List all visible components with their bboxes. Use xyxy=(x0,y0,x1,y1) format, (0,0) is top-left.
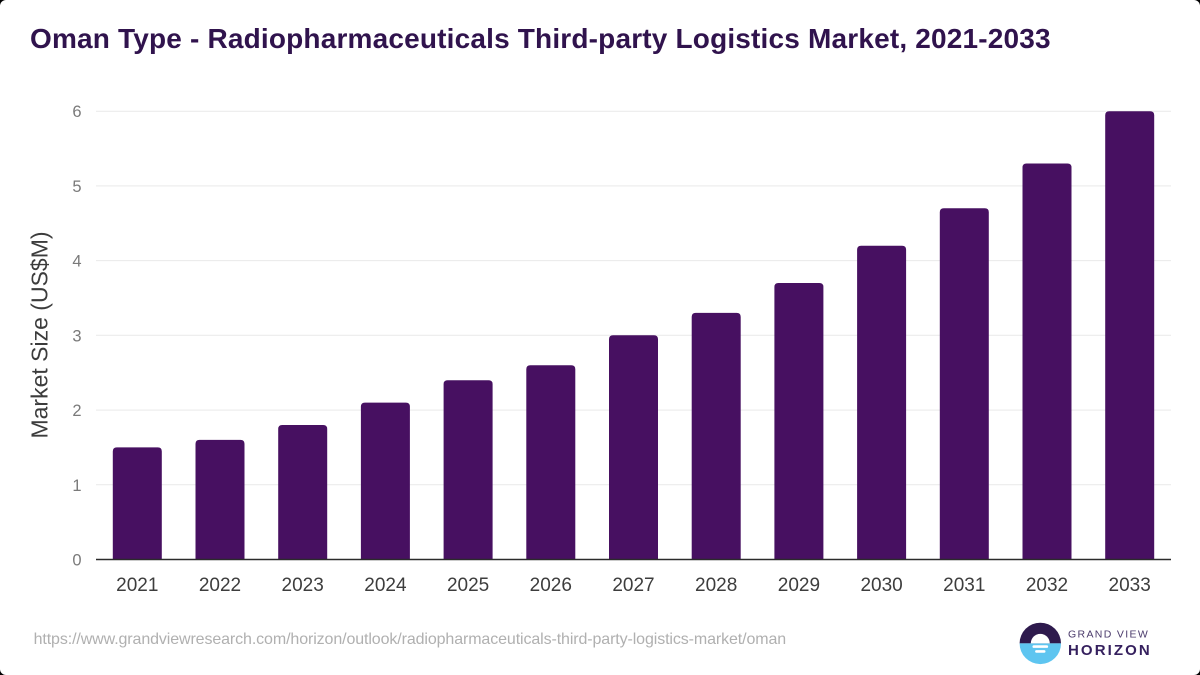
svg-text:HORIZON: HORIZON xyxy=(1068,642,1152,659)
svg-text:2032: 2032 xyxy=(1026,575,1068,596)
svg-text:2027: 2027 xyxy=(612,575,654,596)
svg-text:Market Size (US$M): Market Size (US$M) xyxy=(27,231,53,438)
svg-text:0: 0 xyxy=(72,552,81,570)
svg-text:2028: 2028 xyxy=(695,575,737,596)
svg-text:2026: 2026 xyxy=(530,575,572,596)
svg-text:1: 1 xyxy=(72,477,81,495)
svg-text:4: 4 xyxy=(72,253,81,271)
svg-text:2030: 2030 xyxy=(860,575,902,596)
svg-text:Oman Type - Radiopharmaceutica: Oman Type - Radiopharmaceuticals Third-p… xyxy=(30,23,1051,54)
svg-text:2029: 2029 xyxy=(778,575,820,596)
svg-text:2: 2 xyxy=(72,402,81,420)
svg-text:https://www.grandviewresearch.: https://www.grandviewresearch.com/horizo… xyxy=(34,631,786,648)
svg-text:3: 3 xyxy=(72,327,81,345)
svg-text:2024: 2024 xyxy=(364,575,407,596)
svg-text:2021: 2021 xyxy=(116,575,158,596)
svg-text:2031: 2031 xyxy=(943,575,985,596)
svg-text:5: 5 xyxy=(72,178,81,196)
svg-text:GRAND VIEW: GRAND VIEW xyxy=(1068,628,1149,640)
svg-text:2025: 2025 xyxy=(447,575,489,596)
svg-text:2023: 2023 xyxy=(282,575,324,596)
svg-text:2033: 2033 xyxy=(1109,575,1151,596)
svg-text:2022: 2022 xyxy=(199,575,241,596)
svg-text:6: 6 xyxy=(72,103,81,121)
